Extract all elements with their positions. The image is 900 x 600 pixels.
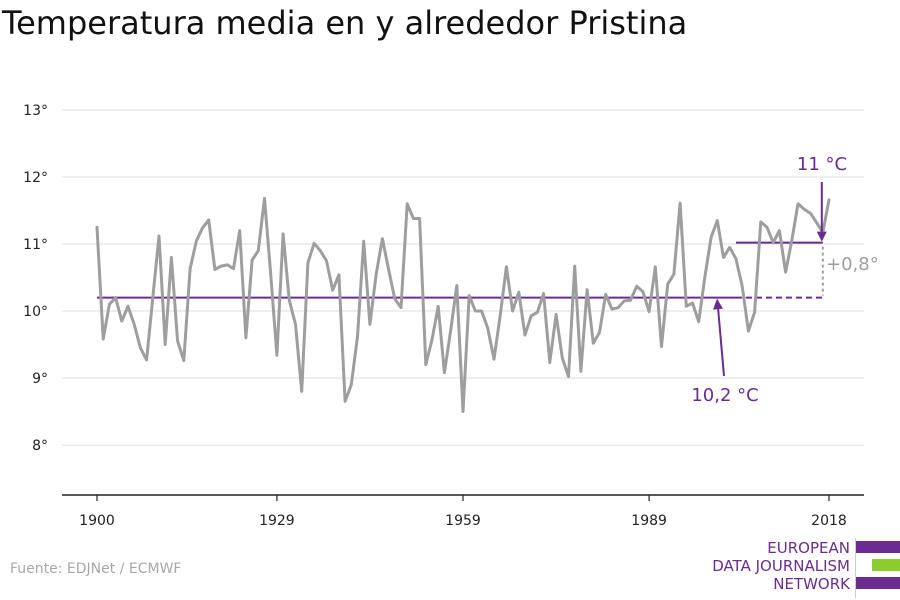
baseline-arrow-shaft	[717, 307, 725, 377]
logo-divider	[855, 538, 856, 598]
logo-line-3: NETWORK	[773, 575, 850, 593]
y-tick-label: 12°	[23, 170, 48, 186]
x-tick-label: 1929	[259, 513, 295, 529]
logo-bar-1	[856, 541, 900, 553]
y-tick-label: 8°	[32, 438, 48, 454]
baseline-arrow-head	[713, 298, 723, 310]
edjnet-logo: EUROPEAN DATA JOURNALISM NETWORK	[700, 538, 900, 598]
source-note: Fuente: EDJNet / ECMWF	[10, 561, 182, 577]
x-tick-label: 1959	[445, 513, 481, 529]
logo-bar-3	[856, 577, 900, 589]
x-axis: 1900 1929 1959 1989 2018	[62, 494, 864, 529]
recent-arrow-head	[816, 231, 827, 242]
chart-title: Temperatura media en y alrededor Pristin…	[2, 4, 688, 42]
y-tick-label: 13°	[23, 103, 48, 119]
y-tick-label: 9°	[32, 371, 48, 387]
series-line	[95, 196, 831, 413]
recent-average-label: 11 °C	[797, 154, 847, 175]
x-tick-label: 2018	[811, 513, 847, 529]
logo-line-2: DATA JOURNALISM	[712, 557, 850, 575]
annotations: 11 °C 10,2 °C +0,8°	[691, 154, 878, 406]
x-tick-label: 1989	[631, 513, 667, 529]
baseline-average-label: 10,2 °C	[691, 385, 758, 406]
logo-line-1: EUROPEAN	[767, 539, 850, 557]
reference-lines	[97, 241, 824, 299]
x-tick-label: 1900	[79, 513, 115, 529]
y-tick-label: 10°	[23, 304, 48, 320]
logo-bar-2	[872, 559, 900, 571]
y-tick-label: 11°	[23, 237, 48, 253]
y-axis-ticks: 8° 9° 10° 11° 12° 13°	[23, 103, 48, 454]
delta-label: +0,8°	[826, 254, 879, 275]
